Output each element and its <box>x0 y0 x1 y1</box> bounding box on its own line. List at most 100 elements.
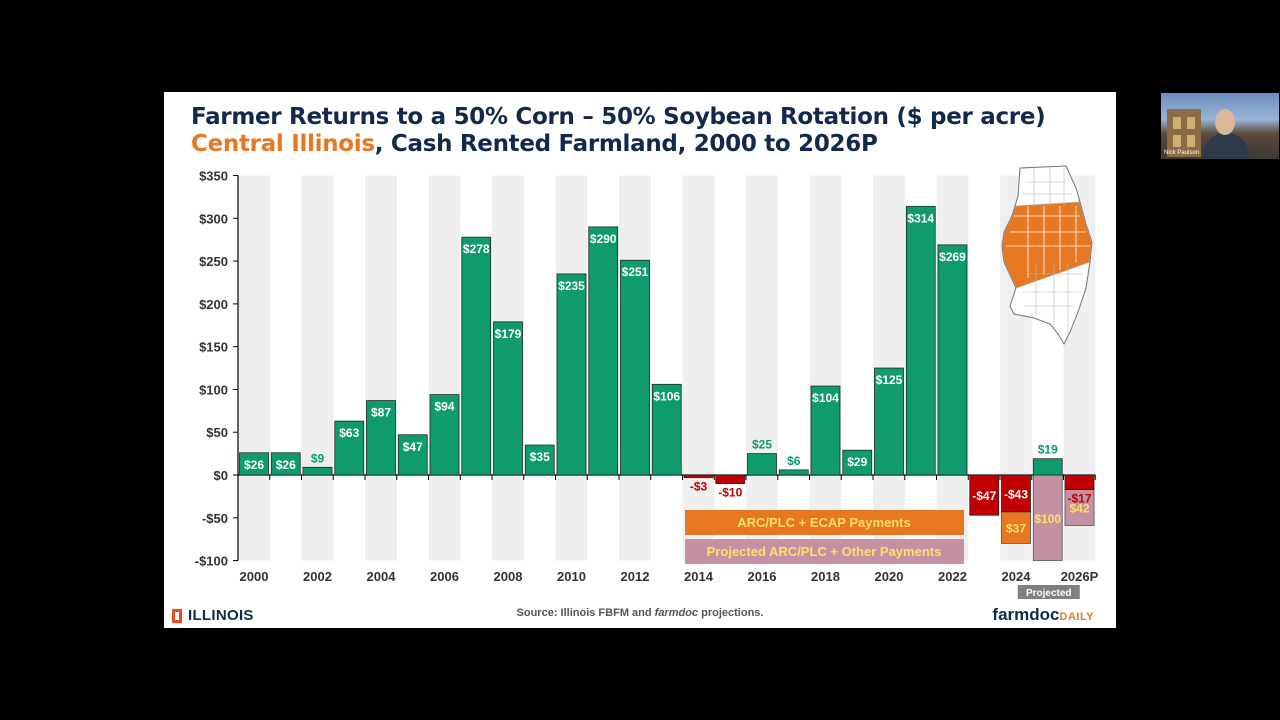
projected-tag <box>1017 585 1080 599</box>
bar-label: $278 <box>463 242 490 256</box>
background-band <box>238 175 270 561</box>
illinois-block-i-icon <box>172 608 182 623</box>
bar-label: $251 <box>622 265 649 279</box>
bar-label: $87 <box>371 406 391 420</box>
y-tick-label: $300 <box>199 211 228 226</box>
bar <box>715 474 746 484</box>
y-tick-label: $150 <box>199 340 228 355</box>
subtitle-highlight: Central Illinois <box>191 131 375 157</box>
illinois-map-icon <box>1001 165 1093 346</box>
presenter-avatar <box>1215 109 1235 135</box>
bar <box>239 452 269 476</box>
bar-label: $63 <box>339 426 359 440</box>
bar <box>1064 474 1095 490</box>
bar-chart: -$100 -$50 $0 $50 $100 $150 $200 $250 $300 $350 20… <box>195 165 1099 599</box>
bar-label: $19 <box>1038 443 1058 457</box>
y-tick-label: $200 <box>199 297 228 312</box>
bar-label: $314 <box>907 211 934 225</box>
bar <box>461 236 492 476</box>
y-tick-label: $100 <box>199 382 228 397</box>
illinois-logo-text: ILLINOIS <box>188 607 254 624</box>
y-tick-label: $350 <box>199 169 228 184</box>
x-tick-label: 2008 <box>494 569 523 584</box>
y-tick-label: $0 <box>214 468 228 483</box>
bar <box>842 449 873 476</box>
bar-label: $26 <box>276 458 296 472</box>
background-band <box>746 175 778 561</box>
farmdoc-daily-logo: farmdocDAILY <box>992 605 1094 624</box>
payment-bar <box>1064 489 1095 526</box>
subtitle-rest: , Cash Rented Farmland, 2000 to 2026P <box>374 131 878 157</box>
payment-label: $100 <box>1034 512 1061 526</box>
x-tick-label: 2018 <box>811 569 840 584</box>
bar <box>778 469 809 476</box>
x-tick-label: 2004 <box>367 569 397 584</box>
bar-label: $47 <box>403 440 423 454</box>
bar-label: $269 <box>939 250 966 264</box>
chart-subtitle: Central Illinois, Cash Rented Farmland, … <box>191 131 878 157</box>
bar-label: $94 <box>434 400 454 414</box>
bar <box>302 466 333 476</box>
bar-label: $290 <box>590 232 617 246</box>
legend-box <box>685 539 964 564</box>
background-band <box>301 175 334 561</box>
y-tick-label: -$100 <box>195 554 228 569</box>
payment-bar <box>1001 511 1031 544</box>
bar-label: $25 <box>752 438 772 452</box>
legend-box <box>685 510 964 535</box>
bar <box>620 259 650 476</box>
payment-label: $42 <box>1069 502 1089 516</box>
x-tick-label: 2000 <box>240 569 269 584</box>
bar-label: $29 <box>847 455 867 469</box>
background-band <box>682 175 715 561</box>
bar <box>493 321 523 476</box>
bar <box>366 400 396 476</box>
background-band <box>809 175 842 561</box>
bar-label: $125 <box>876 373 903 387</box>
x-tick-label: 2024 <box>1002 569 1032 584</box>
bar <box>334 420 365 476</box>
slide: Farmer Returns to a 50% Corn – 50% Soybe… <box>164 92 1116 628</box>
bar-label: $9 <box>311 451 325 465</box>
x-tick-label: 2002 <box>303 569 332 584</box>
bar-label: -$10 <box>718 486 742 500</box>
bar <box>937 244 968 476</box>
x-tick-label: 2012 <box>621 569 650 584</box>
x-tick-label: 2014 <box>684 569 714 584</box>
x-tick-label: 2006 <box>430 569 459 584</box>
bar-label: $35 <box>530 450 550 464</box>
bar-label: $106 <box>653 389 680 403</box>
y-tick-label: $50 <box>206 425 228 440</box>
bar <box>556 273 587 476</box>
bar-label: $104 <box>812 391 839 405</box>
bar <box>683 474 714 478</box>
x-tick-label: 2016 <box>748 569 777 584</box>
bar <box>588 226 619 476</box>
bar-label: $26 <box>244 458 264 472</box>
x-tick-label: 2010 <box>557 569 586 584</box>
payment-label: $37 <box>1006 522 1026 536</box>
bar <box>429 394 460 476</box>
bar-label: -$17 <box>1067 492 1091 506</box>
bar-label: $235 <box>558 279 585 293</box>
presenter-name: Nick Paulson <box>1164 150 1200 156</box>
bar-label: -$43 <box>1004 487 1028 501</box>
bars <box>239 205 1095 561</box>
legend: ARC/PLC + ECAP Payments Projected ARC/PLC… <box>685 510 1080 599</box>
background-band <box>365 175 397 561</box>
bar <box>874 367 904 476</box>
legend-label: ARC/PLC + ECAP Payments <box>737 515 911 530</box>
y-tick-label: $250 <box>199 254 228 269</box>
source-note: Source: Illinois FBFM and farmdoc projec… <box>516 607 764 619</box>
bar <box>810 385 841 476</box>
bar-label: -$47 <box>972 489 996 503</box>
bar <box>397 434 428 476</box>
bar-label: $6 <box>787 454 801 468</box>
chart-title: Farmer Returns to a 50% Corn – 50% Soybe… <box>191 104 1046 130</box>
x-tick-label: 2022 <box>938 569 967 584</box>
illinois-logo: ILLINOIS <box>172 607 254 624</box>
bar <box>270 452 301 476</box>
bar <box>747 453 777 476</box>
bar <box>1032 458 1063 476</box>
bar <box>905 205 936 476</box>
